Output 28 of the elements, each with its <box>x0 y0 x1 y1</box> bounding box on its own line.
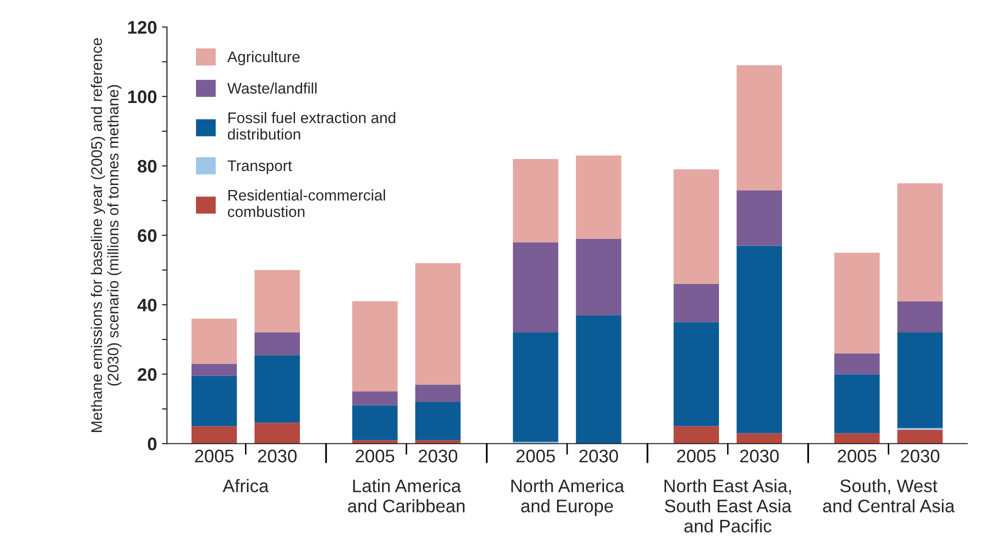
y-tick-label: 40 <box>137 298 156 312</box>
text: North America and Europe <box>511 479 624 516</box>
y-tick-label: 100 <box>128 90 156 104</box>
y-tick-label: 80 <box>138 160 156 173</box>
y-tick-label: 0 <box>148 438 156 450</box>
text: Latin America and Caribbean <box>348 479 464 512</box>
x-tick-label: 2005 <box>516 450 555 462</box>
x-tick-label: 2030 <box>740 450 779 462</box>
x-tick-label: 2005 <box>677 450 716 462</box>
legend-label: Agriculture <box>227 51 300 66</box>
x-tick-label: 2005 <box>356 450 394 462</box>
legend-label: Residential-commercial combustion <box>228 189 385 218</box>
text: Africa <box>222 479 269 492</box>
x-tick-label: 2030 <box>258 450 297 462</box>
legend-label: Transport <box>228 160 292 174</box>
x-tick-label: 2030 <box>418 450 458 462</box>
x-tick-label: 2030 <box>900 450 940 462</box>
x-tick-label: 2030 <box>579 450 618 462</box>
text: South, West and Central Asia <box>823 479 955 512</box>
legend-label: Waste/landfill <box>227 82 317 94</box>
y-tick-label: 120 <box>128 20 156 34</box>
x-tick-label: 2005 <box>195 450 234 462</box>
y-tick-label: 20 <box>138 368 156 381</box>
x-tick-label: 2005 <box>838 450 876 462</box>
text: North East Asia, South East Asia and Pacific <box>664 479 792 532</box>
y-tick-label: 60 <box>138 229 156 242</box>
y-axis-title: Methane emissions for baseline year (2005) and reference (2030) scenario (millions of tonnes methane) <box>90 38 122 432</box>
legend-label: Fossil fuel extraction and distribution <box>228 112 396 140</box>
